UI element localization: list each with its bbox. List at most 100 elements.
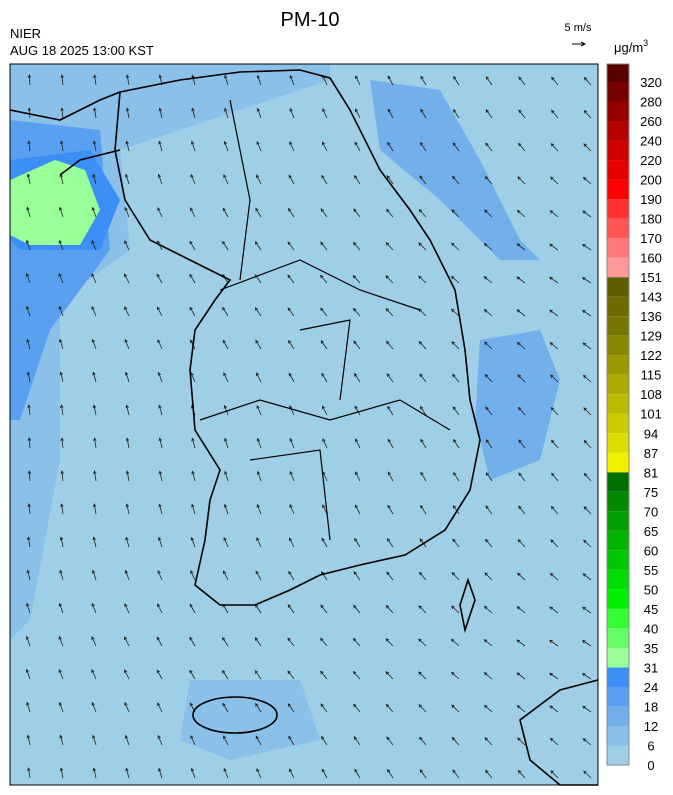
wind-arrow [320, 274, 328, 284]
wind-arrow [58, 668, 64, 680]
wind-arrow [386, 340, 394, 350]
wind-arrow [320, 241, 328, 251]
unit-exponent: 3 [643, 38, 648, 48]
wind-arrow [91, 206, 97, 218]
wind-arrow [517, 769, 526, 779]
wind-arrow [157, 371, 163, 383]
wind-arrow [157, 734, 163, 746]
wind-arrow [581, 640, 592, 647]
wind-arrow [190, 570, 196, 581]
wind-arrow [223, 503, 229, 515]
wind-arrow [124, 306, 130, 317]
wind-arrow [419, 373, 427, 383]
wind-arrow [485, 439, 493, 449]
wind-arrow [92, 371, 97, 383]
wind-arrow [550, 539, 559, 548]
wind-arrow [125, 74, 130, 86]
wind-arrow [223, 536, 229, 548]
wind-arrow [27, 536, 31, 548]
wind-arrow [59, 767, 64, 779]
wind-arrow [158, 404, 163, 416]
wind-arrow [320, 703, 328, 713]
wind-arrow [483, 672, 493, 680]
wind-arrow [451, 209, 460, 218]
wind-arrow [25, 635, 31, 647]
colorbar-label: 24 [644, 680, 658, 695]
wind-arrow [321, 372, 328, 383]
wind-arrow [483, 276, 493, 284]
map-frame [9, 63, 599, 786]
colorbar-segment [607, 101, 629, 122]
wind-arrow [289, 537, 295, 548]
wind-scale-arrowhead [580, 41, 587, 47]
wind-arrow [27, 74, 32, 86]
wind-arrow [125, 536, 130, 548]
wind-arrow [451, 736, 460, 746]
wind-arrow [451, 341, 460, 350]
wind-arrow [58, 239, 64, 251]
wind-arrow [224, 74, 229, 86]
colorbar-label: 115 [641, 368, 662, 383]
colorbar-label: 45 [644, 602, 658, 617]
wind-arrow [387, 471, 394, 482]
wind-arrow [156, 273, 163, 284]
wind-arrow [256, 503, 262, 515]
wind-arrow [582, 705, 592, 713]
wind-arrow [124, 669, 130, 680]
wind-arrow [254, 307, 262, 317]
wind-arrow [189, 669, 196, 680]
wind-arrow [354, 768, 361, 779]
wind-arrow [320, 670, 328, 680]
wind-arrow [320, 570, 328, 581]
colorbar-segment [607, 667, 629, 687]
wind-arrow [485, 142, 493, 152]
wind-arrow [158, 767, 163, 779]
wind-arrow [157, 702, 163, 713]
wind-arrow [321, 174, 328, 185]
wind-arrow [92, 140, 97, 152]
wind-arrow [549, 639, 559, 647]
colorbar-segment [607, 64, 629, 82]
wind-arrow [385, 275, 394, 284]
wind-arrow [287, 637, 295, 647]
wind-arrow [223, 767, 229, 779]
colorbar-segment [607, 121, 629, 141]
wind-arrow [420, 438, 427, 449]
colorbar-label: 75 [644, 485, 658, 500]
colorbar-segment [607, 394, 629, 414]
wind-arrow [549, 342, 559, 350]
wind-arrow [124, 702, 130, 713]
wind-arrow [516, 276, 526, 284]
colorbar-segment [607, 179, 629, 200]
wind-arrow [549, 572, 559, 581]
wind-arrow [322, 108, 328, 119]
wind-arrow [287, 307, 295, 317]
wind-arrow [222, 669, 229, 680]
wind-arrow [287, 703, 295, 713]
wind-arrow [452, 769, 460, 779]
wind-arrow [58, 635, 64, 647]
wind-arrow [582, 374, 592, 383]
wind-arrow [191, 140, 196, 152]
wind-arrow [26, 173, 31, 185]
wind-arrow [58, 602, 64, 614]
colorbar-segment [607, 491, 629, 512]
colorbar-label: 280 [640, 95, 662, 110]
colorbar-segment [607, 160, 629, 180]
wind-arrow [484, 572, 493, 581]
wind-arrow [254, 637, 262, 647]
wind-arrow [92, 173, 97, 185]
wind-arrow [516, 672, 526, 680]
wind-arrow [386, 736, 394, 746]
wind-arrow [288, 207, 295, 218]
wind-arrow [25, 239, 31, 251]
wind-arrow [387, 405, 394, 416]
wind-arrow [92, 503, 97, 515]
colorbar-label: 35 [644, 641, 658, 656]
wind-arrow [288, 735, 295, 746]
unit-base: μg/m [614, 40, 643, 55]
wind-arrow [320, 340, 328, 350]
wind-arrow [485, 109, 493, 119]
wind-arrow [158, 140, 163, 152]
colorbar-label: 260 [640, 114, 662, 129]
